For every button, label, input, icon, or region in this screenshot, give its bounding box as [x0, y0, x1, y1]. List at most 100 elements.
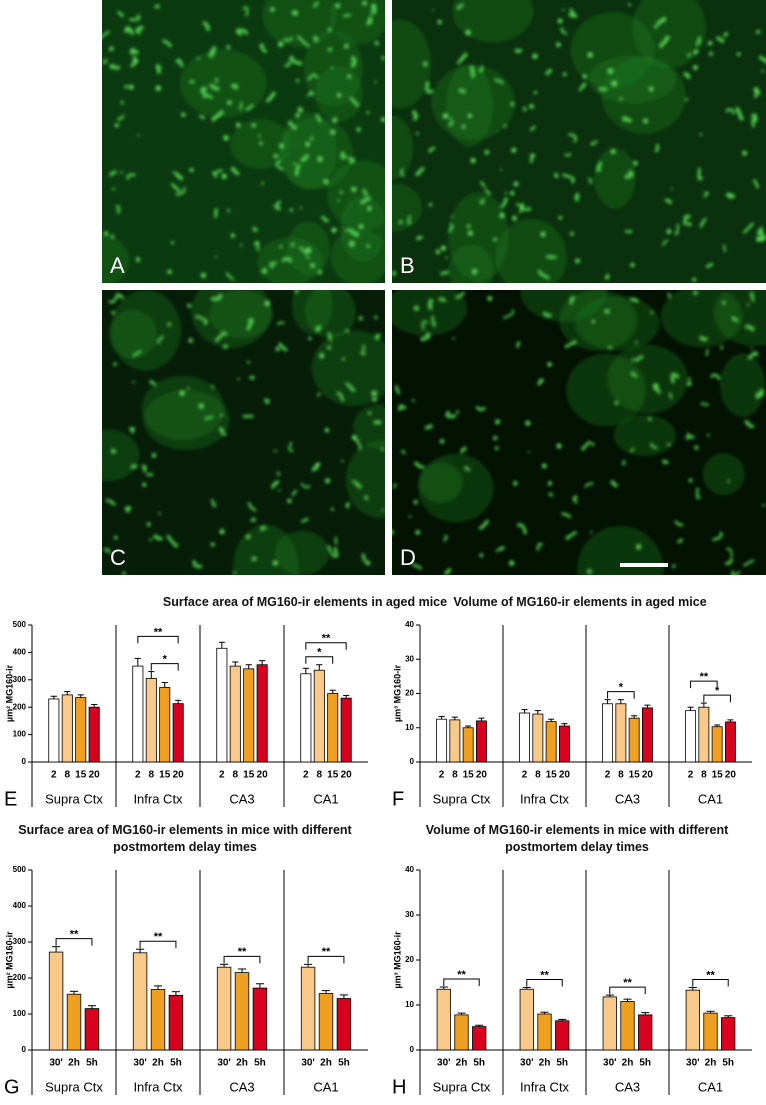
puncta	[440, 245, 447, 251]
puncta	[155, 85, 162, 92]
x-tick-label: 15	[463, 770, 475, 781]
puncta	[587, 569, 592, 574]
golgi-ribbon	[411, 109, 419, 121]
golgi-ribbon	[630, 447, 635, 453]
golgi-ribbon	[155, 63, 162, 74]
bar	[703, 1012, 718, 1051]
puncta	[120, 171, 123, 174]
puncta	[479, 553, 484, 558]
puncta	[413, 499, 418, 505]
cell-glow	[520, 290, 608, 322]
golgi-ribbon	[447, 223, 454, 233]
puncta	[273, 154, 278, 159]
x-tick-label: 2	[303, 770, 309, 781]
puncta	[358, 316, 363, 321]
puncta	[226, 209, 230, 213]
puncta	[330, 129, 336, 135]
golgi-ribbon	[129, 13, 141, 22]
puncta	[189, 167, 194, 173]
golgi-ribbon	[756, 226, 764, 236]
bar	[256, 664, 268, 763]
golgi-ribbon	[315, 113, 322, 123]
puncta	[648, 417, 652, 421]
golgi-ribbon	[287, 120, 298, 131]
significance-label: **	[457, 969, 466, 981]
significance-bracket	[443, 978, 480, 986]
bar	[48, 698, 60, 763]
puncta	[339, 190, 343, 194]
puncta	[727, 479, 730, 483]
significance-label: *	[163, 653, 168, 665]
puncta	[636, 544, 642, 550]
golgi-ribbon	[458, 88, 467, 94]
golgi-ribbon	[479, 181, 486, 188]
cell-glow	[353, 404, 385, 449]
puncta	[381, 508, 384, 512]
golgi-ribbon	[529, 154, 536, 164]
puncta	[374, 81, 377, 84]
puncta	[499, 212, 505, 218]
puncta	[214, 255, 217, 259]
golgi-ribbon	[284, 61, 292, 68]
golgi-ribbon	[327, 545, 336, 559]
puncta	[111, 310, 115, 315]
golgi-ribbon	[484, 188, 492, 196]
golgi-ribbon	[172, 171, 184, 181]
puncta	[672, 564, 676, 568]
bar	[698, 706, 710, 763]
bar	[555, 1020, 570, 1051]
puncta	[335, 3, 340, 9]
golgi-ribbon	[529, 125, 536, 132]
significance-label: **	[154, 931, 163, 943]
golgi-ribbon	[239, 102, 243, 110]
golgi-ribbon	[343, 13, 352, 18]
puncta	[331, 227, 337, 233]
puncta	[676, 375, 680, 379]
golgi-ribbon	[569, 296, 576, 305]
golgi-ribbon	[673, 223, 680, 236]
golgi-ribbon	[344, 502, 350, 509]
y-axis-label: µm² MG160-ir	[4, 931, 14, 989]
golgi-ribbon	[424, 423, 434, 430]
bar	[318, 993, 334, 1051]
x-tick-label: 8	[64, 770, 70, 781]
cell-glow	[311, 330, 385, 406]
panel-label: C	[110, 545, 126, 570]
golgi-ribbon	[460, 446, 468, 454]
golgi-ribbon	[548, 491, 554, 497]
puncta	[570, 231, 574, 236]
group-label: CA1	[313, 791, 338, 806]
golgi-ribbon	[276, 321, 285, 326]
puncta	[345, 329, 349, 333]
golgi-ribbon	[515, 202, 524, 214]
puncta	[315, 462, 321, 467]
y-tick-label: 0	[410, 1045, 415, 1054]
puncta	[750, 347, 753, 350]
bar	[300, 966, 316, 1051]
golgi-ribbon	[320, 215, 330, 223]
puncta	[318, 270, 323, 275]
puncta	[525, 420, 531, 426]
puncta	[761, 69, 764, 73]
y-tick-label: 400	[13, 901, 27, 910]
golgi-ribbon	[715, 35, 725, 43]
golgi-ribbon	[537, 269, 550, 280]
golgi-ribbon	[336, 391, 345, 402]
cell-glow	[713, 290, 766, 346]
significance-label: **	[623, 977, 632, 989]
golgi-ribbon	[373, 420, 382, 425]
cell-glow	[601, 57, 686, 135]
x-tick-label: 2	[605, 770, 611, 781]
puncta	[591, 442, 595, 446]
golgi-ribbon	[421, 320, 429, 331]
golgi-ribbon	[130, 464, 138, 469]
puncta	[465, 29, 471, 36]
group-label: Infra Ctx	[133, 791, 183, 806]
puncta	[270, 7, 275, 12]
group-label: CA3	[229, 1079, 254, 1094]
puncta	[654, 25, 658, 29]
puncta	[687, 222, 692, 227]
puncta	[317, 156, 323, 162]
golgi-ribbon	[300, 154, 309, 162]
puncta	[308, 336, 312, 341]
